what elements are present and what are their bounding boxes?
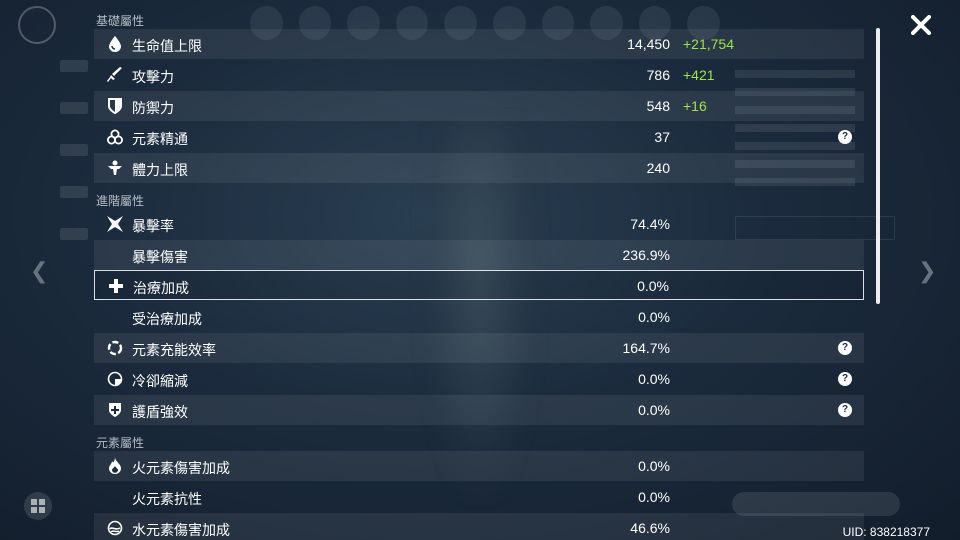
stat-value: 0.0% <box>638 402 670 418</box>
stat-value: 0.0% <box>638 309 670 325</box>
character-portrait <box>347 6 380 40</box>
stat-label: 暴擊率 <box>132 218 174 234</box>
stat-value: 548 <box>646 98 670 114</box>
stat-row-elemental-mastery: 元素精通 37 ? <box>94 122 864 152</box>
attribute-details-panel: 基礎屬性 生命值上限 14,450 +21,754 攻擊力 786 +421 防… <box>94 0 866 540</box>
stat-row-crit-dmg: 暴擊傷害 236.9% <box>94 240 864 270</box>
next-character-arrow-icon[interactable]: ❯ <box>918 258 937 283</box>
stat-row-incoming-healing: 受治療加成 0.0% <box>94 302 864 332</box>
stat-label: 受治療加成 <box>132 311 202 327</box>
character-portrait <box>395 6 429 40</box>
stat-label: 火元素傷害加成 <box>132 460 230 476</box>
elemental-mastery-icon <box>106 128 124 146</box>
stat-label: 火元素抗性 <box>132 491 202 507</box>
stat-value: 37 <box>654 129 670 145</box>
stat-value: 786 <box>646 67 670 83</box>
background-button <box>732 492 900 516</box>
character-portrait <box>298 6 332 40</box>
pyro-icon <box>106 457 124 475</box>
stamina-icon <box>106 159 124 177</box>
character-portrait <box>444 6 477 40</box>
stat-label: 防禦力 <box>132 100 174 116</box>
game-logo <box>18 6 56 44</box>
character-model <box>420 120 540 500</box>
stat-bonus: +16 <box>683 98 707 114</box>
stat-label: 元素精通 <box>132 131 188 147</box>
shield-strength-icon <box>106 401 124 419</box>
stat-value: 0.0% <box>638 489 670 505</box>
hp-drop-icon <box>106 35 124 53</box>
help-icon[interactable]: ? <box>838 341 852 355</box>
stat-row-energy-recharge: 元素充能效率 164.7% ? <box>94 333 864 363</box>
stat-value: 240 <box>646 160 670 176</box>
stat-value: 14,450 <box>627 36 670 52</box>
stat-label: 護盾強效 <box>132 404 188 420</box>
stat-label: 治療加成 <box>133 280 189 296</box>
stat-row-hp: 生命值上限 14,450 +21,754 <box>94 29 864 59</box>
stat-row-hydro-dmg: 水元素傷害加成 46.6% <box>94 513 864 540</box>
stat-row-healing-bonus[interactable]: 治療加成 0.0% <box>94 270 864 300</box>
stat-row-stamina: 體力上限 240 <box>94 153 864 183</box>
character-portrait <box>590 6 623 40</box>
help-icon[interactable]: ? <box>838 130 852 144</box>
stat-value: 236.9% <box>622 247 670 263</box>
menu-grid-button[interactable] <box>24 492 52 520</box>
stat-label: 水元素傷害加成 <box>132 522 230 538</box>
sword-icon <box>106 66 124 84</box>
stat-label: 冷卻縮減 <box>132 373 188 389</box>
character-portrait-strip <box>250 6 720 42</box>
character-portrait <box>541 6 575 40</box>
help-icon[interactable]: ? <box>838 372 852 386</box>
character-portrait <box>687 6 720 40</box>
character-portrait <box>492 6 526 40</box>
section-title-elemental: 元素屬性 <box>96 436 145 450</box>
stat-row-shield-strength: 護盾強效 0.0% ? <box>94 395 864 425</box>
stat-label: 生命值上限 <box>132 38 202 54</box>
stat-row-cd-reduction: 冷卻縮減 0.0% ? <box>94 364 864 394</box>
stat-row-crit-rate: 暴擊率 74.4% <box>94 209 864 239</box>
help-icon[interactable]: ? <box>838 403 852 417</box>
close-icon <box>911 15 931 35</box>
section-title-base: 基礎屬性 <box>96 14 145 28</box>
hydro-icon <box>106 519 124 537</box>
cooldown-icon <box>106 370 124 388</box>
stat-value: 74.4% <box>630 216 670 232</box>
stat-value: 0.0% <box>638 371 670 387</box>
previous-character-arrow-icon[interactable]: ❮ <box>30 258 49 283</box>
character-portrait <box>638 6 672 40</box>
uid-label: UID: 838218377 <box>842 525 930 539</box>
stat-value: 164.7% <box>622 340 670 356</box>
crit-star-icon <box>106 215 124 233</box>
character-portrait <box>250 6 283 40</box>
stat-bonus: +21,754 <box>683 36 734 52</box>
stat-label: 暴擊傷害 <box>132 249 188 265</box>
stat-label: 體力上限 <box>132 162 188 178</box>
stat-row-def: 防禦力 548 +16 <box>94 91 864 121</box>
background-side-menu <box>60 60 100 280</box>
stat-bonus: +421 <box>683 67 715 83</box>
section-title-advanced: 進階屬性 <box>96 194 145 208</box>
stat-value: 0.0% <box>638 458 670 474</box>
stat-label: 攻擊力 <box>132 69 174 85</box>
stat-row-atk: 攻擊力 786 +421 <box>94 60 864 90</box>
background-character-panel <box>735 60 895 340</box>
healing-cross-icon <box>107 277 125 295</box>
close-button[interactable] <box>906 10 936 40</box>
stat-value: 0.0% <box>637 278 669 294</box>
scrollbar-thumb[interactable] <box>876 28 880 304</box>
stat-label: 元素充能效率 <box>132 342 216 358</box>
stat-row-pyro-res: 火元素抗性 0.0% <box>94 482 864 512</box>
shield-icon <box>106 97 124 115</box>
stat-value: 46.6% <box>630 520 670 536</box>
grid-icon <box>31 499 45 513</box>
energy-recharge-icon <box>106 339 124 357</box>
stat-row-pyro-dmg: 火元素傷害加成 0.0% <box>94 451 864 481</box>
